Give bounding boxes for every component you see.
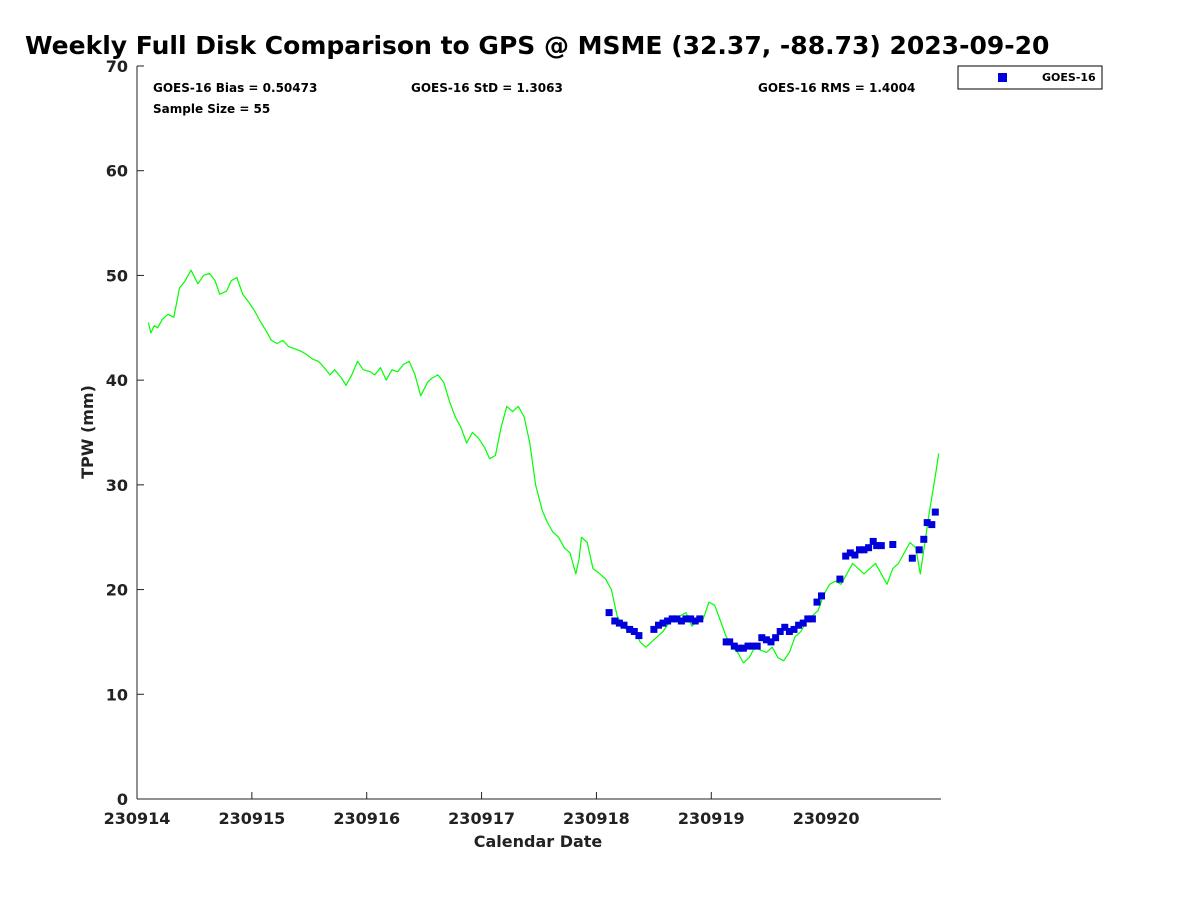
goes-16-point bbox=[749, 642, 757, 650]
goes-16-point bbox=[790, 625, 798, 633]
goes-16-point bbox=[865, 544, 873, 552]
goes-16-point bbox=[691, 617, 699, 625]
goes-16-point bbox=[889, 541, 897, 548]
goes-16-point bbox=[799, 619, 807, 627]
goes-16-point bbox=[655, 621, 662, 629]
goes-16-point bbox=[735, 644, 743, 652]
x-tick-label: 230917 bbox=[448, 809, 515, 828]
y-tick-label: 30 bbox=[106, 476, 128, 495]
goes-16-point bbox=[804, 615, 812, 623]
y-tick-label: 0 bbox=[117, 790, 128, 809]
goes-16-point bbox=[762, 636, 770, 644]
goes-16-point bbox=[767, 638, 775, 646]
goes-16-point bbox=[785, 628, 793, 635]
goes-16-point bbox=[931, 508, 939, 516]
goes-16-point bbox=[795, 621, 803, 629]
bias-stat: GOES-16 Bias = 0.50473 bbox=[153, 81, 317, 95]
legend: GOES-16 bbox=[957, 65, 1103, 90]
goes-16-point bbox=[860, 546, 868, 554]
goes-16-point bbox=[673, 615, 681, 623]
goes-16-point bbox=[630, 628, 638, 635]
y-tick-label: 10 bbox=[106, 685, 128, 704]
x-tick-label: 230916 bbox=[333, 809, 400, 828]
goes-16-point bbox=[664, 617, 672, 625]
x-tick-label: 230920 bbox=[793, 809, 860, 828]
goes-16-point bbox=[605, 609, 613, 617]
goes-16-point bbox=[687, 615, 695, 623]
rms-stat: GOES-16 RMS = 1.4004 bbox=[758, 81, 915, 95]
goes-16-point bbox=[873, 542, 881, 550]
goes-16-point bbox=[908, 554, 916, 562]
sample-size-stat: Sample Size = 55 bbox=[153, 102, 270, 116]
plot-area bbox=[137, 66, 941, 799]
y-tick-label: 20 bbox=[106, 581, 128, 600]
goes-16-point bbox=[635, 632, 643, 640]
goes-16-point bbox=[772, 634, 780, 642]
y-axis-label: TPW (mm) bbox=[78, 385, 97, 479]
goes-16-point bbox=[677, 617, 685, 625]
goes-16-point bbox=[923, 519, 931, 527]
goes-16-point bbox=[626, 625, 634, 633]
goes-16-point bbox=[753, 642, 761, 650]
goes-16-point bbox=[659, 619, 667, 627]
goes-16-point bbox=[758, 634, 766, 642]
goes-16-point bbox=[813, 598, 821, 606]
goes-16-point bbox=[928, 521, 936, 529]
goes-16-point bbox=[818, 592, 825, 600]
goes-16-point bbox=[730, 642, 738, 650]
goes-16-point bbox=[615, 619, 623, 627]
y-tick-label: 70 bbox=[106, 57, 128, 76]
gps-series-line bbox=[147, 269, 940, 664]
goes-16-point bbox=[696, 615, 704, 623]
goes-16-point bbox=[682, 615, 690, 623]
legend-label-goes-16: GOES-16 bbox=[1042, 71, 1096, 84]
goes-16-point bbox=[668, 615, 676, 623]
x-tick-label: 230915 bbox=[218, 809, 285, 828]
goes-16-point bbox=[877, 542, 885, 550]
x-axis-label: Calendar Date bbox=[474, 832, 603, 851]
goes-16-point bbox=[744, 642, 752, 650]
goes-16-point bbox=[650, 625, 658, 633]
y-tick-label: 40 bbox=[106, 371, 128, 390]
goes-16-point bbox=[836, 575, 844, 583]
y-tick-label: 60 bbox=[106, 162, 128, 181]
goes-16-point bbox=[846, 549, 854, 557]
legend-box bbox=[957, 65, 1103, 90]
goes-16-point bbox=[856, 546, 863, 554]
goes-16-point bbox=[869, 537, 877, 545]
goes-16-point bbox=[915, 546, 923, 554]
x-tick-label: 230918 bbox=[563, 809, 630, 828]
goes-16-point bbox=[851, 551, 859, 559]
goes-16-point bbox=[739, 644, 747, 652]
x-tick-label: 230919 bbox=[678, 809, 745, 828]
legend-marker-goes-16 bbox=[998, 73, 1007, 82]
std-stat: GOES-16 StD = 1.3063 bbox=[411, 81, 563, 95]
goes-16-point bbox=[920, 535, 928, 543]
goes-16-point bbox=[808, 615, 816, 623]
goes-16-point bbox=[620, 621, 628, 629]
goes-16-point bbox=[726, 638, 734, 646]
x-tick-label: 230914 bbox=[104, 809, 171, 828]
goes-16-point bbox=[776, 628, 784, 635]
goes-16-point bbox=[842, 552, 850, 560]
chart-title: Weekly Full Disk Comparison to GPS @ MSM… bbox=[25, 31, 1049, 60]
y-tick-label: 50 bbox=[106, 266, 128, 285]
goes-16-point bbox=[611, 617, 619, 625]
goes-16-point bbox=[781, 623, 789, 631]
